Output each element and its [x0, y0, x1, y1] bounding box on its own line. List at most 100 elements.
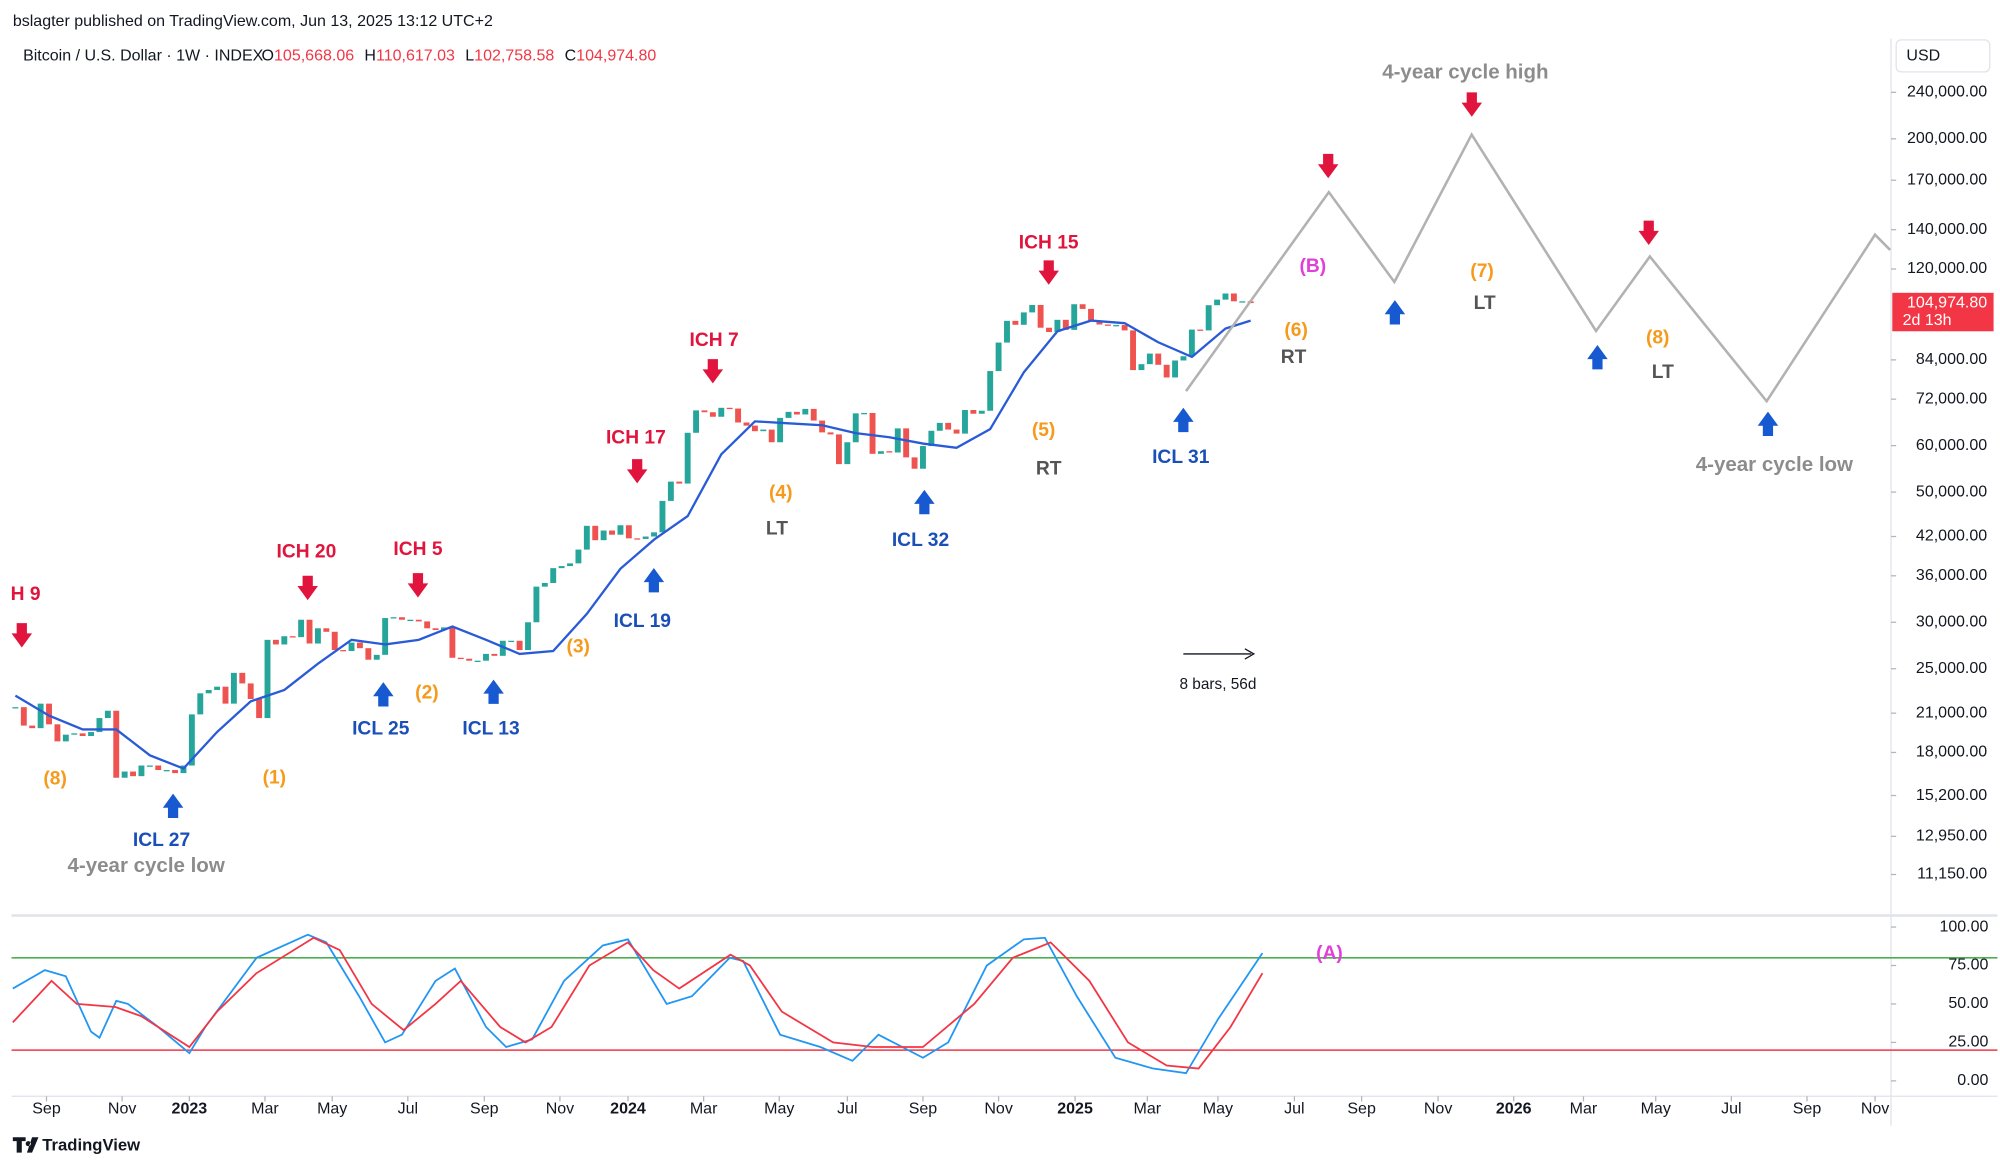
candle — [491, 653, 498, 656]
countdown: 2d 13h — [1903, 311, 1952, 329]
low-arrow — [483, 679, 504, 704]
candle — [877, 451, 884, 454]
candle — [819, 420, 826, 433]
x-tick-label: Sep — [1793, 1099, 1822, 1117]
y-tick-label: 25.00 — [1948, 1033, 1988, 1051]
annotation: ICH 5 — [393, 539, 442, 560]
annotation: ICL 27 — [133, 830, 190, 851]
candle — [936, 422, 943, 431]
candle — [1155, 353, 1162, 365]
candle — [844, 442, 851, 465]
candle — [709, 412, 716, 417]
x-tick-label: 2025 — [1057, 1099, 1093, 1117]
low-arrow — [373, 682, 394, 707]
oscillator-line — [12, 936, 1264, 1070]
y-tick-label: 75.00 — [1948, 956, 1988, 974]
candle — [1029, 304, 1036, 313]
candle — [659, 500, 666, 533]
candle — [1180, 356, 1187, 361]
candle — [457, 657, 464, 660]
candle — [1214, 299, 1221, 306]
candle — [810, 408, 817, 421]
annotation: (B) — [1299, 256, 1326, 277]
candle — [726, 407, 733, 410]
candle — [289, 636, 296, 638]
x-tick-label: May — [1641, 1099, 1671, 1117]
y-tick-label: 25,000.00 — [1916, 659, 1987, 677]
candle — [20, 707, 27, 726]
candle — [625, 525, 632, 539]
annotation: (8) — [1646, 328, 1670, 349]
candle — [676, 481, 683, 484]
candle — [1197, 329, 1204, 331]
high-arrow — [1317, 153, 1339, 179]
candle — [760, 429, 767, 432]
candle — [348, 642, 355, 652]
x-tick-label: Jul — [837, 1099, 857, 1117]
last-price-box — [1892, 292, 1994, 332]
candle — [155, 765, 162, 771]
candle — [415, 619, 422, 622]
annotation: (7) — [1470, 261, 1494, 282]
candle — [793, 411, 800, 415]
y-tick-label: 100.00 — [1939, 917, 1988, 935]
candle — [651, 532, 658, 537]
candle — [1012, 320, 1019, 325]
y-tick-label: 15,200.00 — [1916, 786, 1987, 804]
annotation: (8) — [43, 769, 66, 790]
x-tick-label: Jul — [1721, 1099, 1741, 1117]
y-tick-label: 120,000.00 — [1907, 259, 1987, 277]
candle — [424, 621, 431, 629]
y-tick-label: 11,150.00 — [1917, 865, 1987, 883]
low-arrow — [162, 793, 184, 819]
x-tick-label: Nov — [984, 1099, 1012, 1117]
candle — [768, 429, 775, 443]
x-tick-label: Sep — [470, 1099, 499, 1117]
candle — [247, 683, 254, 700]
x-tick-label: Jul — [398, 1099, 418, 1117]
annotation: LT — [766, 519, 788, 540]
candle — [1205, 305, 1212, 331]
candle — [1079, 304, 1086, 309]
annotation: LT — [1652, 362, 1674, 383]
moving-average — [14, 319, 1251, 770]
candle — [827, 432, 834, 435]
candle — [407, 619, 414, 622]
candle — [987, 371, 994, 411]
ohlc-value: 104,974.80 — [576, 47, 656, 65]
ohlc-key: H — [364, 47, 376, 65]
candle — [382, 618, 389, 655]
candle — [718, 407, 725, 417]
candle — [96, 718, 103, 733]
candle — [205, 689, 212, 694]
candle — [298, 619, 305, 638]
candle — [516, 640, 523, 651]
currency-box[interactable] — [1895, 39, 1991, 73]
annotation: 4-year cycle low — [68, 854, 225, 877]
x-tick-label: Sep — [32, 1099, 61, 1117]
candle — [567, 563, 573, 567]
candle — [1004, 320, 1010, 343]
candle — [239, 672, 246, 684]
x-tick-label: Mar — [690, 1099, 718, 1117]
x-tick-label: Jul — [1284, 1099, 1304, 1117]
candle — [272, 639, 279, 645]
candle — [869, 412, 876, 454]
logo-icon — [12, 1137, 39, 1153]
candle — [356, 642, 363, 649]
annotation: (3) — [566, 637, 589, 658]
candle — [37, 703, 44, 729]
candle — [550, 568, 557, 583]
candle — [609, 530, 615, 535]
candle — [1230, 293, 1237, 302]
annotation: 4-year cycle high — [1382, 61, 1548, 84]
ohlc-key: C — [565, 47, 577, 65]
y-tick-label: 50.00 — [1948, 994, 1988, 1012]
candle — [1096, 321, 1103, 325]
candle — [314, 628, 321, 644]
candle — [634, 538, 641, 540]
candle — [113, 710, 120, 778]
candle — [449, 627, 456, 658]
y-tick-label: 60,000.00 — [1916, 436, 1987, 454]
